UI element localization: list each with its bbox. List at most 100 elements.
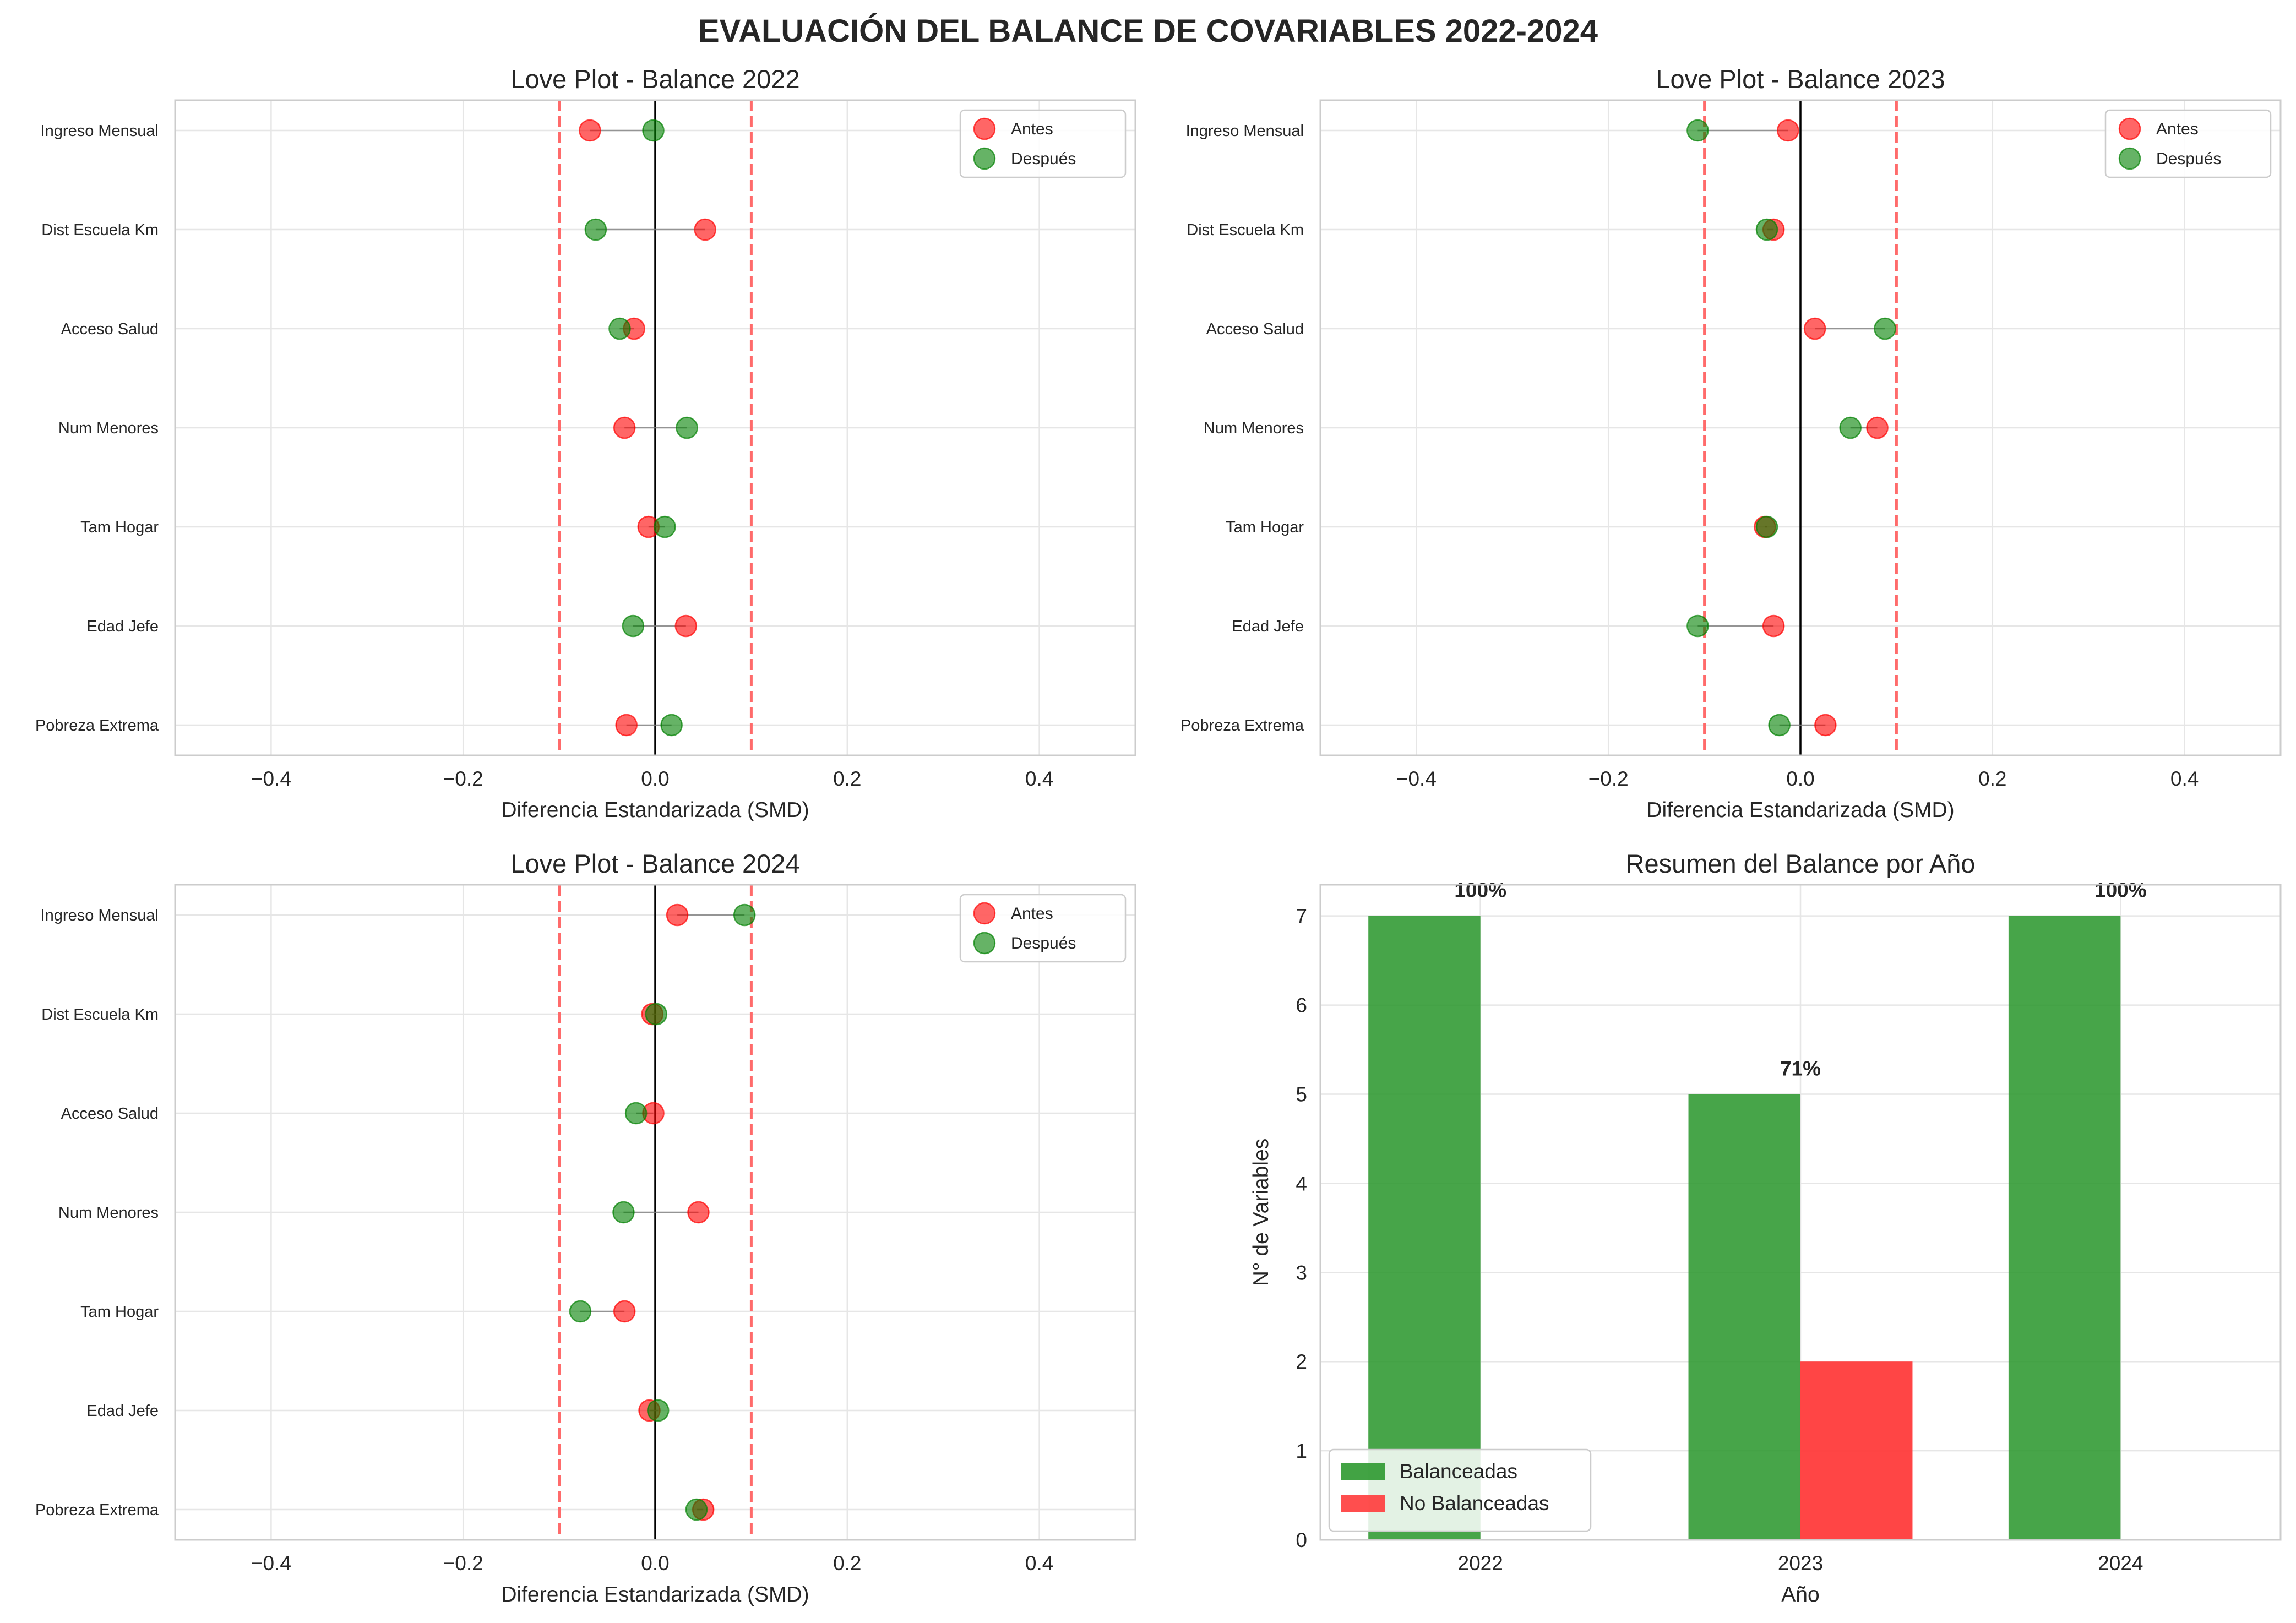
y-tick-label: Acceso Salud — [61, 320, 159, 338]
legend-box — [2104, 109, 2272, 178]
y-tick-label: Num Menores — [58, 1204, 159, 1222]
point-despues — [685, 1498, 708, 1521]
x-tick-label: −0.4 — [251, 767, 291, 790]
legend-box — [1328, 1448, 1592, 1532]
x-tick-label: −0.2 — [443, 1552, 483, 1575]
balance-summary-bar-chart: 100% 71% 100% 0 1 2 3 4 5 6 7 2022 2023 2024 Año N° de … — [1249, 849, 2282, 1606]
point-antes — [613, 416, 636, 439]
y-tick-label: Tam Hogar — [80, 519, 159, 536]
y-tick-label: Dist Escuela Km — [1187, 221, 1304, 239]
legend: Antes Después — [959, 894, 1127, 963]
point-antes — [687, 1201, 710, 1224]
point-antes — [1777, 119, 1799, 142]
point-antes — [615, 714, 638, 737]
y-tick-label: Num Menores — [58, 420, 159, 437]
x-axis-label: Diferencia Estandarizada (SMD) — [1646, 798, 1954, 822]
figure-title: EVALUACIÓN DEL BALANCE DE COVARIABLES 20… — [698, 13, 1598, 49]
x-axis-label: Diferencia Estandarizada (SMD) — [501, 798, 809, 822]
x-tick-label: 0.2 — [833, 767, 861, 790]
x-tick-label: 0.4 — [1025, 767, 1053, 790]
y-axis-label: N° de Variables — [1249, 1139, 1273, 1287]
y-tick-label: 2 — [1296, 1350, 1307, 1373]
legend-label: Antes — [1011, 120, 1053, 138]
chart-title: Love Plot - Balance 2022 — [510, 64, 799, 94]
percent-label: 100% — [1454, 879, 1506, 902]
point-despues — [1768, 714, 1791, 737]
legend-label: Después — [1011, 150, 1076, 168]
legend-label: Antes — [1011, 905, 1053, 923]
point-despues — [584, 218, 607, 241]
x-axis-label: Año — [1781, 1583, 1819, 1606]
point-antes — [666, 903, 689, 927]
x-tick-label: −0.2 — [1588, 767, 1629, 790]
plot-frame — [1319, 884, 2282, 1541]
x-axis-label: Diferencia Estandarizada (SMD) — [501, 1583, 809, 1606]
x-tick-label: 0.0 — [641, 1552, 669, 1575]
legend-label: No Balanceadas — [1400, 1492, 1549, 1515]
point-despues — [624, 1102, 648, 1125]
love-plot-2024: Ingreso Mensual Dist Escuela Km Acceso Sal… — [35, 849, 1136, 1606]
y-tick-label: Acceso Salud — [61, 1105, 159, 1123]
legend-box — [959, 894, 1127, 963]
y-tick-label: Dist Escuela Km — [41, 221, 159, 239]
percent-label: 100% — [2094, 879, 2147, 902]
love-plot-2023: Ingreso Mensual Dist Escuela Km Acceso Sal… — [1180, 64, 2282, 822]
y-tick-label: Num Menores — [1204, 420, 1304, 437]
legend-label: Antes — [2156, 120, 2199, 138]
point-antes — [674, 614, 698, 638]
y-tick-label: Acceso Salud — [1206, 320, 1304, 338]
point-despues — [608, 317, 631, 340]
point-despues — [1686, 119, 1709, 142]
y-tick-label: Tam Hogar — [80, 1303, 159, 1321]
chart-title: Love Plot - Balance 2024 — [510, 849, 799, 878]
legend-swatch — [1341, 1495, 1385, 1512]
y-tick-label: Edad Jefe — [86, 618, 159, 635]
y-tick-label: 5 — [1296, 1083, 1307, 1105]
legend: Balanceadas No Balanceadas — [1328, 1448, 1592, 1532]
point-antes — [1814, 714, 1837, 737]
bar-balanceadas — [1688, 1094, 1800, 1540]
legend-marker — [973, 147, 996, 170]
legend-marker — [973, 932, 996, 955]
point-despues — [660, 714, 683, 737]
point-antes — [1803, 317, 1826, 340]
legend-marker — [973, 902, 996, 925]
plot-frame — [174, 99, 1136, 756]
x-tick-label: −0.2 — [443, 767, 483, 790]
x-tick-label: 2023 — [1778, 1552, 1823, 1575]
point-despues — [569, 1300, 592, 1323]
legend-label: Después — [1011, 934, 1076, 952]
chart-title: Love Plot - Balance 2023 — [1656, 64, 1945, 94]
point-despues — [1874, 317, 1896, 340]
y-tick-label: 6 — [1296, 994, 1307, 1017]
y-tick-label: 7 — [1296, 905, 1307, 928]
bar-balanceadas — [2008, 916, 2121, 1540]
point-despues — [612, 1201, 635, 1224]
y-tick-label: 4 — [1296, 1172, 1307, 1195]
point-despues — [676, 416, 698, 439]
point-antes — [579, 119, 601, 142]
point-despues — [642, 119, 665, 142]
point-despues — [1755, 218, 1778, 241]
x-tick-label: 0.0 — [641, 767, 669, 790]
point-despues — [1839, 416, 1862, 439]
point-antes — [694, 218, 716, 241]
y-tick-label: Pobreza Extrema — [35, 717, 159, 734]
legend-swatch — [1341, 1463, 1385, 1480]
y-tick-label: Pobreza Extrema — [1180, 717, 1304, 734]
y-tick-label: 3 — [1296, 1261, 1307, 1284]
x-tick-label: −0.4 — [1396, 767, 1437, 790]
y-tick-label: Dist Escuela Km — [41, 1006, 159, 1023]
x-tick-label: 0.2 — [833, 1552, 861, 1575]
y-tick-label: Ingreso Mensual — [41, 122, 159, 140]
legend: Antes Después — [959, 109, 1127, 178]
legend-marker — [2118, 147, 2141, 170]
point-despues — [654, 515, 676, 538]
point-despues — [645, 1003, 667, 1026]
y-tick-label: Tam Hogar — [1226, 519, 1304, 536]
point-antes — [613, 1300, 636, 1323]
y-tick-label: Edad Jefe — [1232, 618, 1304, 635]
x-tick-label: −0.4 — [251, 1552, 291, 1575]
legend-marker — [973, 117, 996, 140]
